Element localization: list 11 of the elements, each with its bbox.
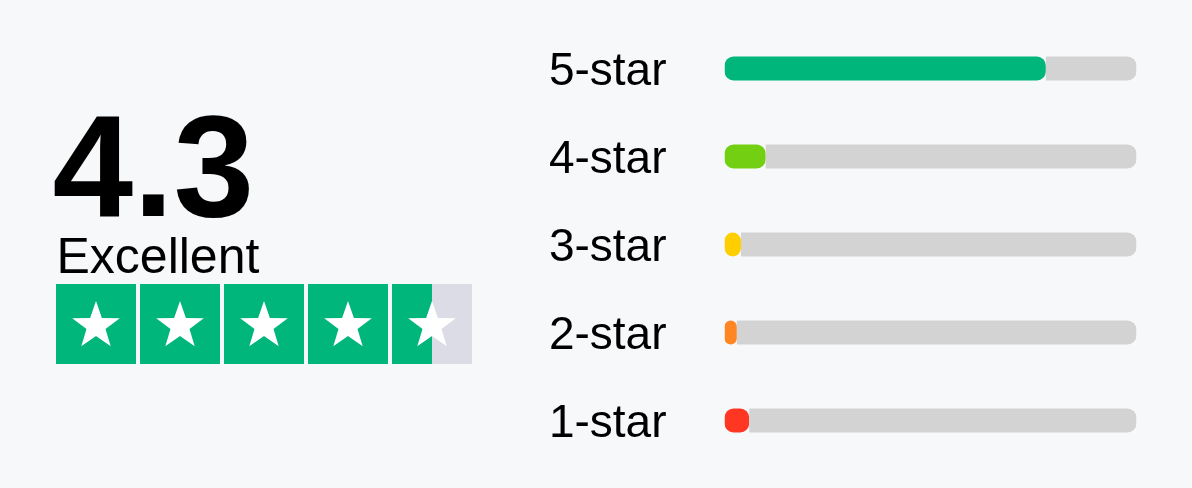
y-tick-label: 2-star — [548, 306, 667, 359]
y-tick-label: 5-star — [548, 42, 667, 95]
bar — [1045, 56, 1137, 81]
bar — [724, 56, 1046, 81]
y-tick-label: 3-star — [548, 218, 667, 271]
bar — [765, 144, 1137, 169]
y-tick-label: 4-star — [548, 130, 667, 183]
bar — [740, 232, 1137, 257]
bar — [736, 320, 1137, 345]
y-tick-label: 1-star — [548, 394, 667, 447]
bar — [749, 408, 1137, 433]
